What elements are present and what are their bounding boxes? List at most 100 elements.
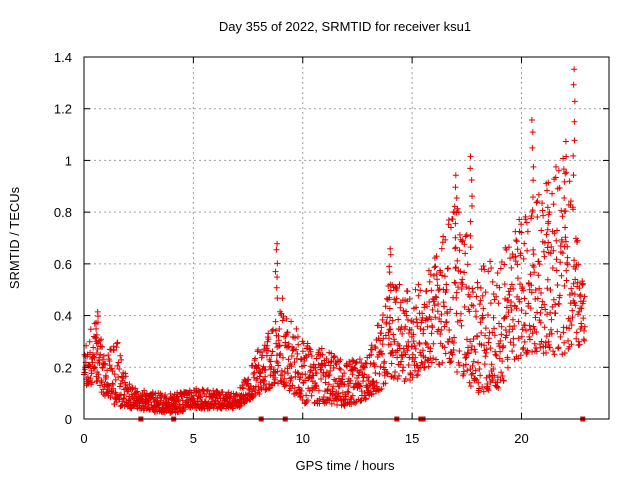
data-point xyxy=(534,198,541,205)
data-point xyxy=(470,358,477,365)
data-point xyxy=(426,278,433,285)
data-point xyxy=(572,276,579,283)
data-point xyxy=(476,301,483,308)
data-point xyxy=(106,362,113,369)
data-point xyxy=(481,361,488,368)
data-point xyxy=(408,326,415,333)
data-point xyxy=(267,358,274,365)
data-point xyxy=(545,239,552,246)
data-point xyxy=(298,387,305,394)
data-point xyxy=(279,354,286,361)
data-point xyxy=(530,263,537,270)
data-point xyxy=(544,276,551,283)
data-point xyxy=(90,344,97,351)
data-point xyxy=(563,277,570,284)
data-point xyxy=(397,304,404,311)
data-point xyxy=(537,319,544,326)
data-point xyxy=(478,266,485,273)
data-point xyxy=(550,247,557,254)
data-point xyxy=(462,233,469,240)
data-point xyxy=(393,285,400,292)
data-point xyxy=(251,369,258,376)
data-point xyxy=(482,332,489,339)
data-point xyxy=(478,315,485,322)
data-point xyxy=(581,323,588,330)
data-point xyxy=(279,372,286,379)
data-point xyxy=(336,383,343,390)
data-point xyxy=(467,232,474,239)
data-point xyxy=(570,206,577,213)
data-point xyxy=(561,282,568,289)
data-point xyxy=(548,316,555,323)
data-point xyxy=(399,367,406,374)
data-point xyxy=(412,345,419,352)
data-point xyxy=(392,299,399,306)
data-point xyxy=(548,330,555,337)
data-point xyxy=(280,313,287,320)
data-point xyxy=(410,338,417,345)
data-point xyxy=(313,382,320,389)
data-point xyxy=(336,358,343,365)
data-point xyxy=(461,351,468,358)
data-point xyxy=(574,237,581,244)
data-point xyxy=(115,374,122,381)
data-point xyxy=(501,314,508,321)
data-point xyxy=(486,335,493,342)
data-point xyxy=(133,389,140,396)
data-point xyxy=(342,393,349,400)
data-point xyxy=(246,387,253,394)
data-point xyxy=(514,246,521,253)
data-point xyxy=(275,337,282,344)
data-point xyxy=(501,281,508,288)
data-point xyxy=(443,318,450,325)
data-point xyxy=(116,365,123,372)
data-point xyxy=(492,351,499,358)
data-point xyxy=(279,295,286,302)
data-point xyxy=(284,329,291,336)
data-point xyxy=(441,273,448,280)
data-point xyxy=(347,377,354,384)
data-point xyxy=(402,375,409,382)
data-point xyxy=(341,402,348,409)
data-point xyxy=(294,333,301,340)
data-point xyxy=(329,386,336,393)
data-point xyxy=(532,296,539,303)
data-point xyxy=(96,337,103,344)
data-point xyxy=(467,338,474,345)
data-point xyxy=(98,336,105,343)
data-point xyxy=(318,345,325,352)
data-point xyxy=(360,363,367,370)
data-point xyxy=(481,266,488,273)
data-point xyxy=(566,178,573,185)
data-point xyxy=(500,342,507,349)
data-point xyxy=(564,243,571,250)
data-point xyxy=(462,354,469,361)
data-point xyxy=(503,246,510,253)
data-point xyxy=(270,326,276,333)
data-point xyxy=(450,347,457,354)
data-point xyxy=(452,172,459,179)
data-point xyxy=(331,376,338,383)
data-point xyxy=(463,284,470,291)
data-point xyxy=(539,298,546,305)
data-point xyxy=(273,246,280,253)
data-point xyxy=(474,284,481,291)
data-point xyxy=(477,285,484,292)
data-point xyxy=(265,330,272,337)
data-point xyxy=(316,352,323,359)
data-point xyxy=(567,317,574,324)
data-point xyxy=(370,390,377,397)
chart-title: Day 355 of 2022, SRMTID for receiver ksu… xyxy=(219,19,471,34)
data-point xyxy=(497,337,504,344)
data-point xyxy=(272,327,279,334)
data-point xyxy=(379,316,386,323)
data-point xyxy=(93,340,100,347)
data-point xyxy=(255,383,262,390)
data-point xyxy=(388,360,395,367)
data-point xyxy=(494,269,501,276)
data-point xyxy=(447,224,454,231)
data-point xyxy=(428,359,435,366)
data-point xyxy=(563,169,570,176)
data-point xyxy=(559,351,566,358)
data-point xyxy=(549,264,556,271)
